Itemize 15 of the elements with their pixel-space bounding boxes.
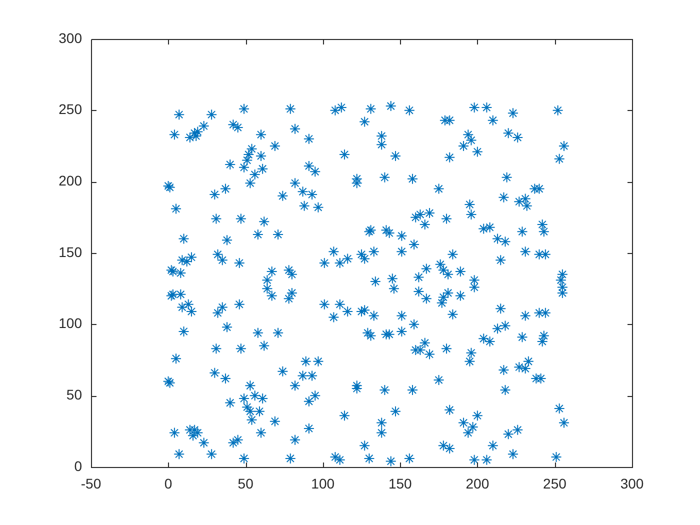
y-tick-label: 0 xyxy=(74,458,82,474)
x-tick-label: 0 xyxy=(164,475,172,492)
x-tick-label: 300 xyxy=(620,475,644,492)
x-tick-label: 100 xyxy=(311,475,335,492)
y-tick-label: 150 xyxy=(58,244,82,260)
x-tick-label: 200 xyxy=(466,475,490,492)
y-tick-label: 200 xyxy=(58,172,82,189)
x-tick-label: 250 xyxy=(543,475,567,492)
y-tick-label: 250 xyxy=(58,101,82,118)
x-tick-label: 50 xyxy=(238,475,254,492)
x-tick-label: -50 xyxy=(80,475,102,492)
y-tick-label: 100 xyxy=(58,315,82,332)
y-tick-label: 50 xyxy=(66,386,82,403)
x-tick-label: 150 xyxy=(388,475,412,492)
y-tick-label: 300 xyxy=(58,30,82,46)
